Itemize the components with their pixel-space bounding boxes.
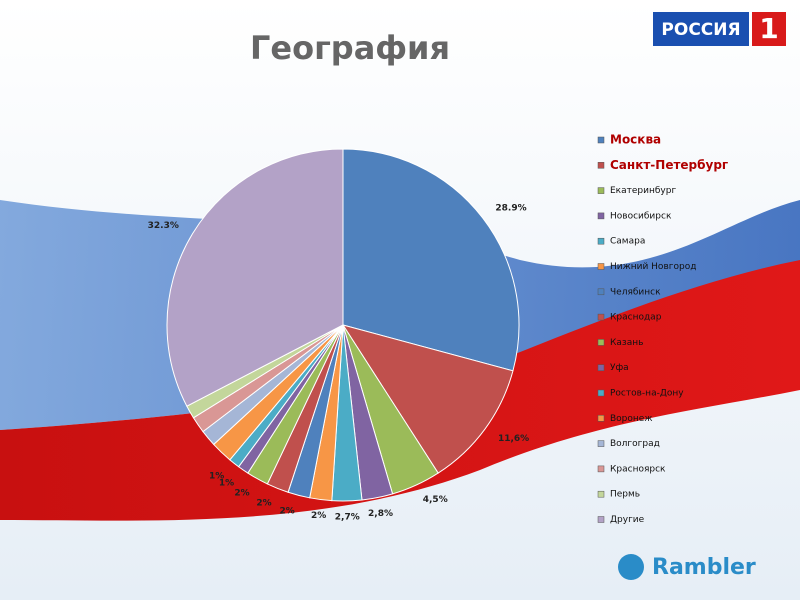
legend-swatch <box>597 490 605 498</box>
legend-label: Новосибирск <box>610 211 672 221</box>
data-label: 32.3% <box>148 221 179 231</box>
legend-label: Краснодар <box>610 313 662 323</box>
legend-label: Другие <box>610 515 645 525</box>
data-label: 1% <box>209 471 224 481</box>
legend-label: Санкт-Петербург <box>610 158 728 172</box>
legend-swatch <box>597 187 605 194</box>
legend-swatch <box>597 465 605 473</box>
data-label: 4,5% <box>423 495 448 505</box>
channel-name: РОССИЯ <box>661 20 740 40</box>
legend-label: Самара <box>610 237 645 247</box>
legend-label: Нижний Новгород <box>610 262 696 272</box>
channel-logo <box>653 12 749 46</box>
channel-number: 1 <box>759 12 778 45</box>
legend-swatch <box>597 389 605 397</box>
legend-label: Челябинск <box>610 287 661 297</box>
legend-swatch <box>597 364 605 371</box>
legend-swatch <box>597 136 605 144</box>
chart-title: География <box>250 29 450 67</box>
data-label: 2% <box>234 488 249 498</box>
data-label: 2% <box>256 499 271 509</box>
legend-label: Екатеринбург <box>610 186 676 196</box>
legend-swatch <box>597 263 605 270</box>
data-label: 2,7% <box>335 512 360 522</box>
data-label: 11,6% <box>498 434 529 444</box>
legend-label: Волгоград <box>610 439 660 449</box>
legend-label: Казань <box>610 338 643 348</box>
legend-label: Ростов-на-Дону <box>610 389 684 399</box>
legend-swatch <box>597 288 605 296</box>
data-label: 2% <box>311 511 326 521</box>
legend-label: Уфа <box>610 363 629 373</box>
partner-logo: Rambler <box>652 555 756 580</box>
legend-swatch <box>597 516 605 523</box>
pie-slice <box>342 148 520 372</box>
legend-label: Москва <box>610 133 661 147</box>
legend-swatch <box>597 440 605 447</box>
data-label: 2% <box>279 506 294 516</box>
legend-swatch <box>597 212 605 220</box>
legend-label: Красноярск <box>610 464 666 474</box>
partner-icon <box>618 554 644 580</box>
data-label: 2,8% <box>368 509 393 519</box>
legend-label: Пермь <box>610 490 640 500</box>
pie-slice <box>341 324 514 474</box>
data-label: 1% <box>219 479 234 489</box>
legend-swatch <box>597 162 605 169</box>
channel-number-box <box>752 12 786 46</box>
pie-slice <box>166 148 344 407</box>
legend-swatch <box>597 313 605 321</box>
legend-swatch <box>597 415 605 422</box>
legend-label: Воронеж <box>610 414 652 424</box>
data-label: 28.9% <box>495 204 526 214</box>
legend-swatch <box>597 237 605 245</box>
legend-swatch <box>597 339 605 346</box>
